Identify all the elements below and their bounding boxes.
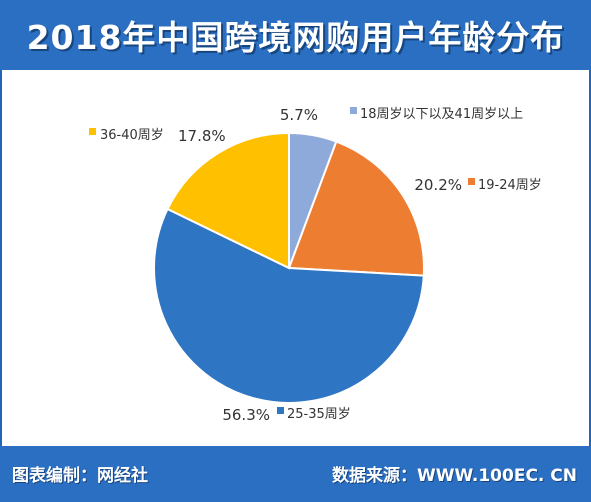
pie-slice [166, 131, 290, 270]
pie-slice [153, 207, 425, 404]
slice-percent-label: 5.7% [280, 106, 318, 124]
legend-swatch [89, 128, 96, 135]
slice-category-label: 36-40周岁 [100, 128, 164, 143]
pie-slice [287, 140, 425, 277]
chart-title: 2018年中国跨境网购用户年龄分布 [26, 18, 565, 57]
footer-bar: 图表编制：网经社 数据来源：WWW.100EC. CN [0, 446, 591, 502]
slice-category-label: 19-24周岁 [478, 178, 542, 193]
slice-percent-label: 17.8% [178, 127, 226, 145]
slice-percent-label: 56.3% [222, 406, 270, 424]
legend-swatch [277, 407, 284, 414]
legend-swatch [350, 107, 357, 114]
title-bar: 2018年中国跨境网购用户年龄分布 [0, 0, 591, 70]
legend-swatch [468, 178, 475, 185]
footer-editor: 图表编制：网经社 [12, 466, 148, 486]
slice-category-label: 25-35周岁 [287, 407, 351, 422]
footer-source: 数据来源：WWW.100EC. CN [332, 466, 577, 486]
slice-percent-label: 20.2% [414, 176, 462, 194]
slice-category-label: 18周岁以下以及41周岁以上 [360, 107, 523, 122]
